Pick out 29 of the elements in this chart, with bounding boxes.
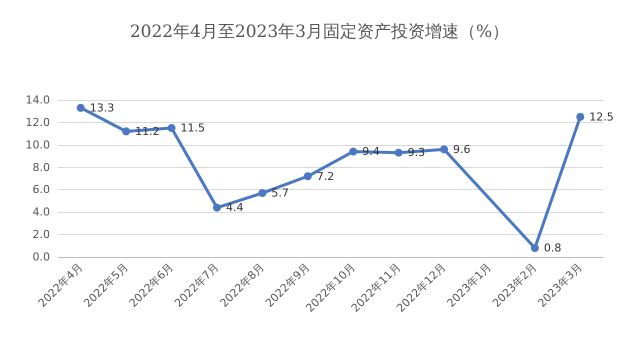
point [349, 148, 358, 156]
y-tick-label: 6.0 [32, 183, 50, 196]
data-label: 12.5 [589, 110, 614, 124]
data-label: 4.4 [226, 201, 244, 214]
point [530, 244, 539, 252]
data-label: 7.2 [316, 170, 334, 183]
y-tick-label: 0.0 [32, 250, 50, 264]
data-label: 5.7 [271, 186, 289, 200]
point [576, 112, 584, 121]
data-label: 13.3 [90, 101, 114, 114]
chart-title: 2022年4月至2023年3月固定资产投资增速（%） [130, 22, 510, 42]
y-tick-label: 8.0 [32, 160, 50, 174]
y-tick-label: 2.0 [32, 228, 50, 242]
data-label: 11.5 [180, 122, 206, 135]
point [440, 145, 448, 154]
y-tick-label: 14.0 [26, 94, 50, 106]
point [304, 172, 312, 180]
point [168, 124, 176, 132]
y-tick-label: 12.0 [26, 116, 50, 129]
data-label: 0.8 [544, 242, 562, 255]
y-tick-label: 4.0 [32, 206, 50, 219]
y-tick-label: 10.0 [26, 138, 50, 152]
data-label: 9.6 [453, 142, 471, 156]
point [258, 189, 266, 198]
point [122, 127, 130, 136]
point [76, 104, 85, 112]
data-label: 9.4 [362, 145, 380, 158]
point [394, 148, 403, 157]
point [212, 204, 221, 212]
